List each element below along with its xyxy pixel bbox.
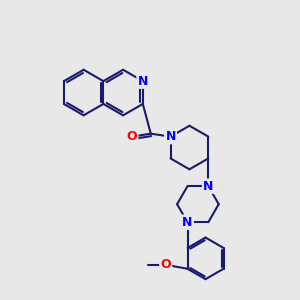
Text: N: N <box>165 130 176 143</box>
Text: N: N <box>138 75 148 88</box>
Text: N: N <box>203 180 214 193</box>
Text: N: N <box>182 216 193 229</box>
Text: O: O <box>127 130 137 143</box>
Text: O: O <box>160 258 171 271</box>
